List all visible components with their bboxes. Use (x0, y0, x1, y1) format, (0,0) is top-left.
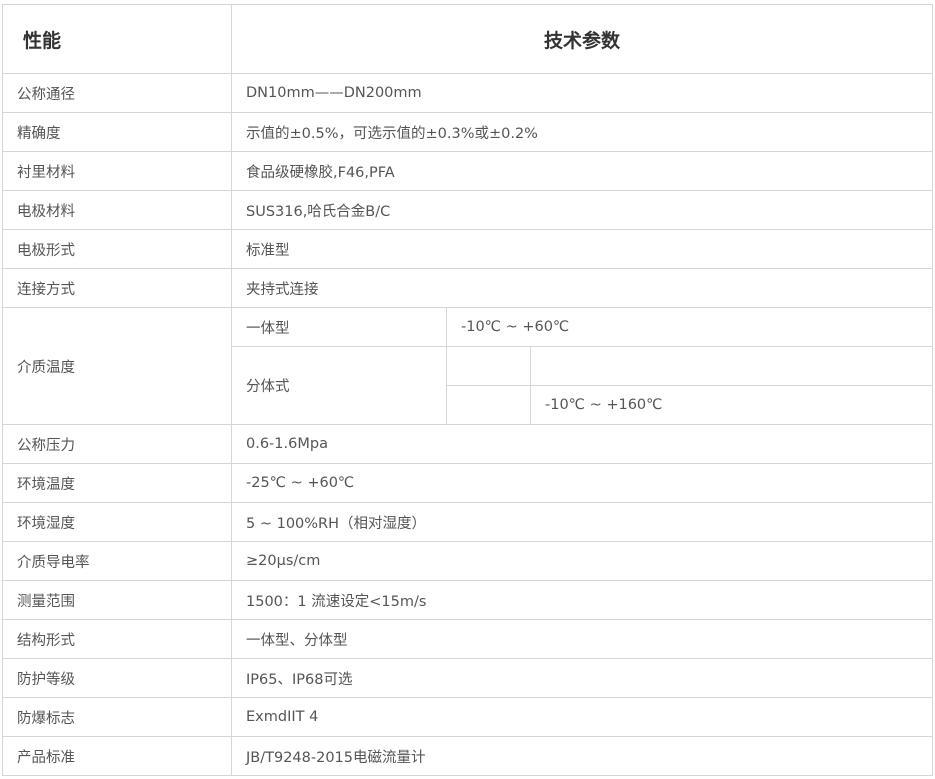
row-value: 1500：1 流速设定<15m/s (231, 580, 933, 620)
table-header: 性能 技术参数 (2, 4, 933, 74)
row-label: 公称压力 (2, 424, 232, 464)
row-value: 5 ~ 100%RH（相对湿度） (231, 502, 933, 542)
table-row: -10℃ ~ +160℃ (3, 385, 933, 425)
table-row: 公称压力 0.6-1.6Mpa (2, 424, 933, 464)
table-row: 电极材料 SUS316,哈氏合金B/C (2, 190, 933, 230)
table-row: 连接方式 夹持式连接 (2, 268, 933, 308)
row-value: 一体型、分体型 (231, 619, 933, 659)
row-label: 介质导电率 (2, 541, 232, 581)
row-value: 标准型 (231, 229, 933, 269)
split-value: -10℃ ~ +160℃ (530, 385, 933, 425)
table-row: 衬里材料 食品级硬橡胶,F46,PFA (2, 151, 933, 191)
row-label: 环境湿度 (2, 502, 232, 542)
row-label: 产品标准 (2, 736, 232, 776)
table-row: 防护等级 IP65、IP68可选 (2, 658, 933, 698)
table-row: 公称通径 DN10mm——DN200mm (2, 73, 933, 113)
table-row: 环境湿度 5 ~ 100%RH（相对湿度） (2, 502, 933, 542)
medium-temp-label: 介质温度 (2, 307, 232, 425)
empty-cell (530, 346, 933, 386)
row-label: 防护等级 (2, 658, 232, 698)
table-row: 结构形式 一体型、分体型 (2, 619, 933, 659)
table-row: 防爆标志 ExmdIIT 4 (2, 697, 933, 737)
row-value: 示值的±0.5%，可选示值的±0.3%或±0.2% (231, 112, 933, 152)
row-label: 结构形式 (2, 619, 232, 659)
integral-value: -10℃ ~ +60℃ (446, 307, 933, 347)
row-label: 电极材料 (2, 190, 232, 230)
row-value: 夹持式连接 (231, 268, 933, 308)
row-value: 0.6-1.6Mpa (231, 424, 933, 464)
empty-cell (446, 346, 531, 386)
row-label: 防爆标志 (2, 697, 232, 737)
header-performance: 性能 (2, 4, 232, 74)
row-label: 环境温度 (2, 463, 232, 503)
header-parameters: 技术参数 (231, 4, 933, 74)
row-label: 连接方式 (2, 268, 232, 308)
table-row: 测量范围 1500：1 流速设定<15m/s (2, 580, 933, 620)
table-row: 介质温度 一体型 -10℃ ~ +60℃ (2, 307, 933, 425)
row-label: 衬里材料 (2, 151, 232, 191)
row-value: DN10mm——DN200mm (231, 73, 933, 113)
spec-table: 性能 技术参数 公称通径 DN10mm——DN200mm 精确度 示值的±0.5%，可… (2, 4, 933, 776)
row-label: 测量范围 (2, 580, 232, 620)
table-row: 产品标准 JB/T9248-2015电磁流量计 (2, 736, 933, 776)
split-label: 分体式 (231, 346, 447, 425)
row-label: 电极形式 (2, 229, 232, 269)
empty-cell (446, 385, 531, 425)
row-value: ExmdIIT 4 (231, 697, 933, 737)
table-row: 精确度 示值的±0.5%，可选示值的±0.3%或±0.2% (2, 112, 933, 152)
table-row: 介质导电率 ≥20μs/cm (2, 541, 933, 581)
row-value: 食品级硬橡胶,F46,PFA (231, 151, 933, 191)
row-value: IP65、IP68可选 (231, 658, 933, 698)
table-row: 环境温度 -25℃ ~ +60℃ (2, 463, 933, 503)
integral-label: 一体型 (231, 307, 447, 347)
row-label: 公称通径 (2, 73, 232, 113)
row-value: JB/T9248-2015电磁流量计 (231, 736, 933, 776)
row-label: 精确度 (2, 112, 232, 152)
row-value: ≥20μs/cm (231, 541, 933, 581)
row-value: -25℃ ~ +60℃ (231, 463, 933, 503)
row-value: SUS316,哈氏合金B/C (231, 190, 933, 230)
table-row: 电极形式 标准型 (2, 229, 933, 269)
